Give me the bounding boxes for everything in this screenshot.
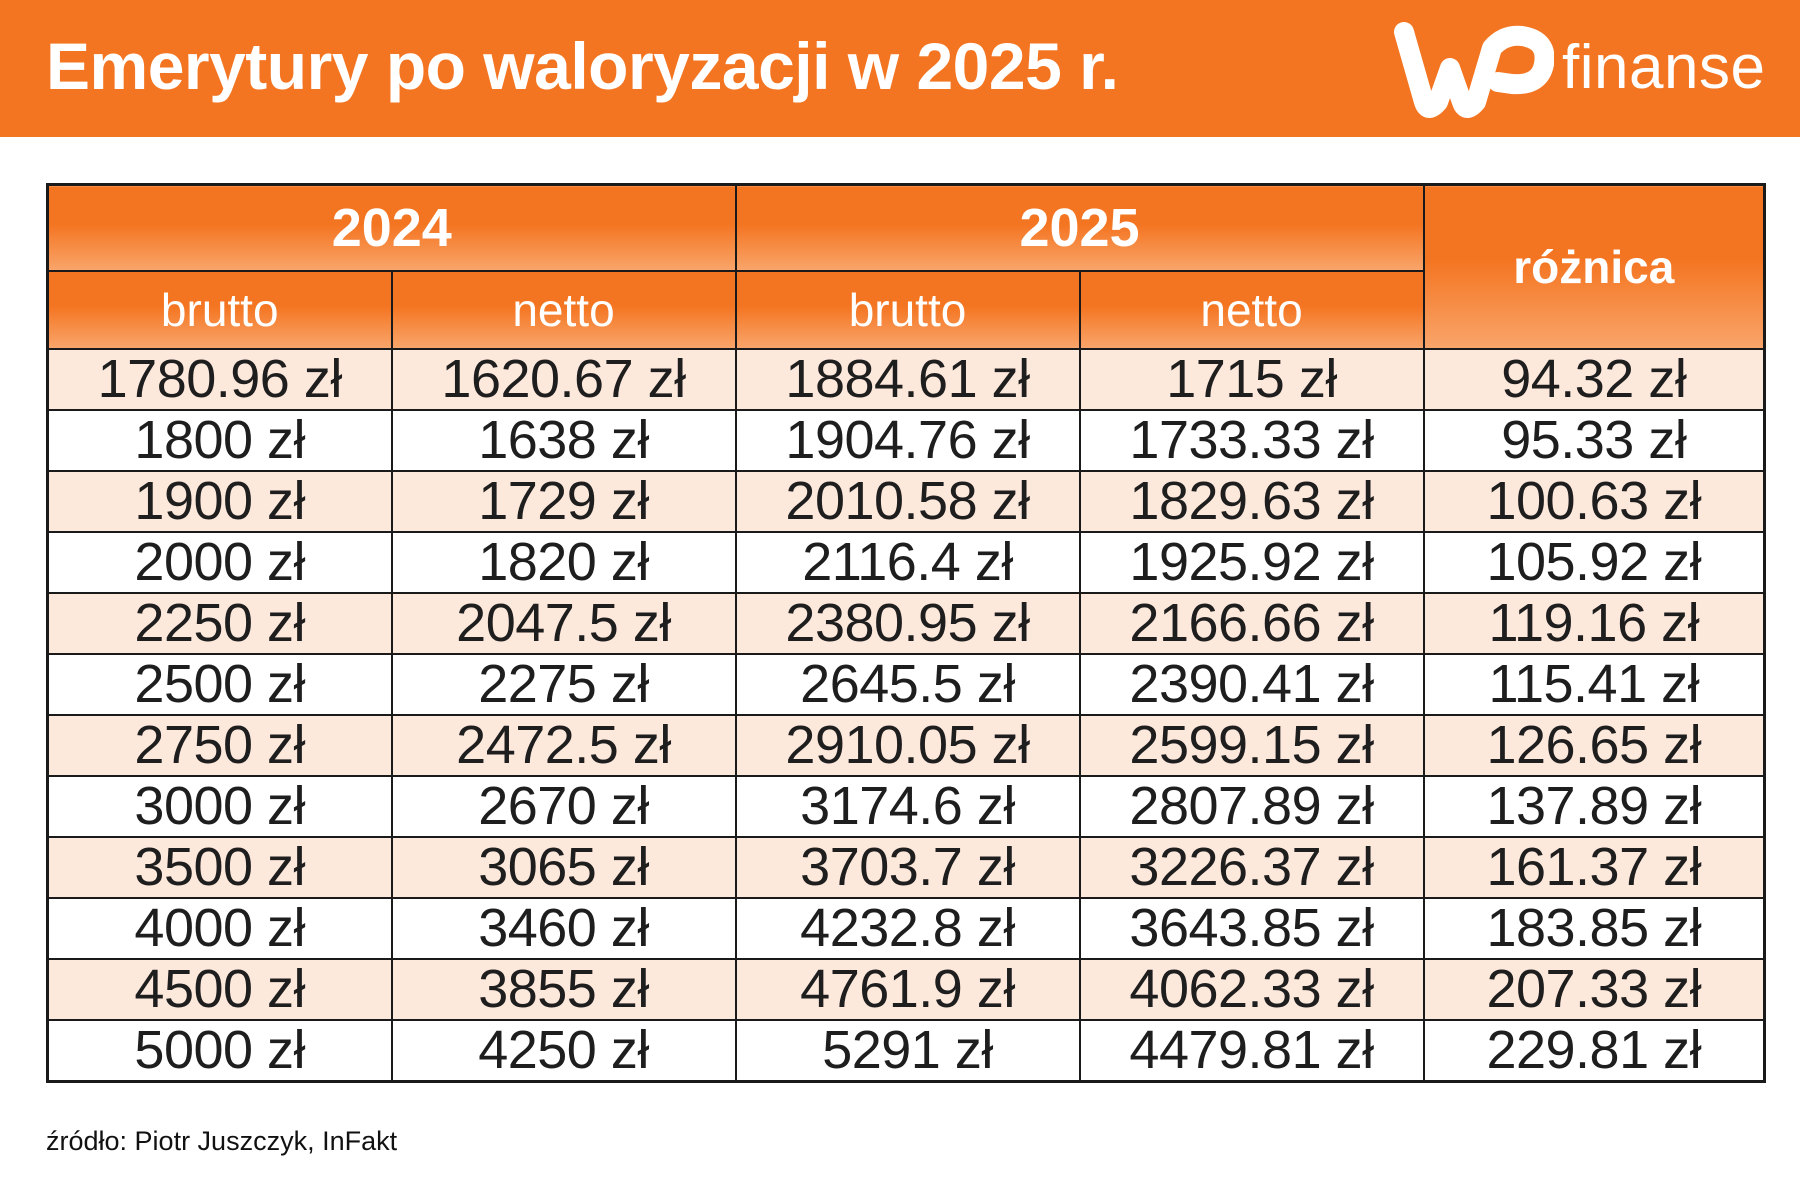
cell-brutto-2025: 2910.05 zł — [734, 714, 1081, 777]
cell-brutto-2024: 5000 zł — [46, 1019, 393, 1083]
pension-table-container: 2024 2025 różnica brutto netto brutto ne… — [46, 183, 1767, 1083]
cell-difference: 126.65 zł — [1422, 714, 1766, 777]
cell-brutto-2025: 1884.61 zł — [734, 348, 1081, 411]
cell-netto-2024: 1638 zł — [390, 409, 737, 472]
cell-netto-2025: 1733.33 zł — [1078, 409, 1425, 472]
table-row: 1780.96 zł 1620.67 zł 1884.61 zł 1715 zł 94.… — [46, 348, 1766, 411]
cell-netto-2025: 4479.81 zł — [1078, 1019, 1425, 1083]
cell-brutto-2024: 4000 zł — [46, 897, 393, 960]
cell-netto-2024: 3065 zł — [390, 836, 737, 899]
cell-netto-2024: 4250 zł — [390, 1019, 737, 1083]
cell-brutto-2024: 3000 zł — [46, 775, 393, 838]
sub-header-row: brutto netto brutto netto — [46, 270, 1765, 350]
source-note: źródło: Piotr Juszczyk, InFakt — [46, 1126, 398, 1156]
table-row: 2750 zł 2472.5 zł 2910.05 zł 2599.15 zł 126.… — [46, 714, 1766, 777]
cell-brutto-2025: 2010.58 zł — [734, 470, 1081, 533]
table-row: 1800 zł 1638 zł 1904.76 zł 1733.33 zł 95.33 … — [46, 409, 1766, 472]
cell-brutto-2024: 1900 zł — [46, 470, 393, 533]
cell-brutto-2025: 4761.9 zł — [734, 958, 1081, 1021]
sub-header-netto-2025: netto — [1078, 270, 1425, 350]
cell-difference: 137.89 zł — [1422, 775, 1766, 838]
table-row: 3500 zł 3065 zł 3703.7 zł 3226.37 zł 161.37 … — [46, 836, 1766, 899]
table-row: 5000 zł 4250 zł 5291 zł 4479.81 zł 229.81 zł — [46, 1019, 1766, 1083]
cell-brutto-2025: 4232.8 zł — [734, 897, 1081, 960]
cell-netto-2024: 2670 zł — [390, 775, 737, 838]
table-row: 3000 zł 2670 zł 3174.6 zł 2807.89 zł 137.89 … — [46, 775, 1766, 838]
cell-netto-2025: 3226.37 zł — [1078, 836, 1425, 899]
table-row: 4500 zł 3855 zł 4761.9 zł 4062.33 zł 207.33 … — [46, 958, 1766, 1021]
cell-brutto-2025: 2380.95 zł — [734, 592, 1081, 655]
cell-difference: 95.33 zł — [1422, 409, 1766, 472]
cell-netto-2025: 2599.15 zł — [1078, 714, 1425, 777]
table-body: 1780.96 zł 1620.67 zł 1884.61 zł 1715 zł 94.… — [46, 348, 1766, 1083]
wp-finanse-logo: finanse — [1394, 20, 1766, 120]
header-banner: Emerytury po waloryzacji w 2025 r. finan… — [0, 0, 1800, 137]
cell-brutto-2024: 1800 zł — [46, 409, 393, 472]
cell-brutto-2024: 2500 zł — [46, 653, 393, 716]
cell-netto-2024: 2472.5 zł — [390, 714, 737, 777]
cell-netto-2024: 2047.5 zł — [390, 592, 737, 655]
cell-netto-2024: 1820 zł — [390, 531, 737, 594]
difference-header: różnica — [1422, 183, 1766, 350]
cell-difference: 161.37 zł — [1422, 836, 1766, 899]
cell-netto-2025: 2390.41 zł — [1078, 653, 1425, 716]
cell-brutto-2025: 2116.4 zł — [734, 531, 1081, 594]
cell-netto-2025: 2166.66 zł — [1078, 592, 1425, 655]
cell-netto-2024: 2275 zł — [390, 653, 737, 716]
table-row: 2000 zł 1820 zł 2116.4 zł 1925.92 zł 105.92 … — [46, 531, 1766, 594]
cell-difference: 100.63 zł — [1422, 470, 1766, 533]
cell-difference: 105.92 zł — [1422, 531, 1766, 594]
year-header-2024: 2024 — [46, 183, 737, 272]
cell-netto-2025: 1829.63 zł — [1078, 470, 1425, 533]
cell-brutto-2025: 1904.76 zł — [734, 409, 1081, 472]
cell-netto-2024: 3460 zł — [390, 897, 737, 960]
cell-brutto-2025: 2645.5 zł — [734, 653, 1081, 716]
cell-netto-2024: 3855 zł — [390, 958, 737, 1021]
cell-difference: 115.41 zł — [1422, 653, 1766, 716]
table-row: 4000 zł 3460 zł 4232.8 zł 3643.85 zł 183.85 … — [46, 897, 1766, 960]
cell-brutto-2024: 2250 zł — [46, 592, 393, 655]
cell-brutto-2025: 3174.6 zł — [734, 775, 1081, 838]
cell-brutto-2024: 2000 zł — [46, 531, 393, 594]
cell-difference: 207.33 zł — [1422, 958, 1766, 1021]
page-title: Emerytury po waloryzacji w 2025 r. — [46, 29, 1119, 103]
cell-netto-2025: 1925.92 zł — [1078, 531, 1425, 594]
cell-brutto-2025: 3703.7 zł — [734, 836, 1081, 899]
wp-logo-icon — [1394, 22, 1554, 118]
table-row: 2500 zł 2275 zł 2645.5 zł 2390.41 zł 115.41 … — [46, 653, 1766, 716]
cell-netto-2025: 1715 zł — [1078, 348, 1425, 411]
logo-text: finanse — [1562, 33, 1766, 102]
cell-difference: 229.81 zł — [1422, 1019, 1766, 1083]
cell-netto-2024: 1620.67 zł — [390, 348, 737, 411]
year-header-row: 2024 2025 różnica — [46, 183, 1766, 350]
cell-netto-2025: 3643.85 zł — [1078, 897, 1425, 960]
table-row: 1900 zł 1729 zł 2010.58 zł 1829.63 zł 100.63… — [46, 470, 1766, 533]
cell-difference: 119.16 zł — [1422, 592, 1766, 655]
cell-brutto-2024: 3500 zł — [46, 836, 393, 899]
sub-header-brutto-2025: brutto — [734, 270, 1081, 350]
pension-table: 2024 2025 różnica brutto netto brutto ne… — [46, 183, 1767, 1083]
cell-difference: 94.32 zł — [1422, 348, 1766, 411]
table-row: 2250 zł 2047.5 zł 2380.95 zł 2166.66 zł 119.… — [46, 592, 1766, 655]
cell-brutto-2025: 5291 zł — [734, 1019, 1081, 1083]
cell-netto-2025: 4062.33 zł — [1078, 958, 1425, 1021]
cell-brutto-2024: 2750 zł — [46, 714, 393, 777]
sub-header-netto-2024: netto — [390, 270, 737, 350]
cell-netto-2025: 2807.89 zł — [1078, 775, 1425, 838]
sub-header-brutto-2024: brutto — [46, 270, 393, 350]
year-header-2025: 2025 — [734, 183, 1425, 272]
cell-difference: 183.85 zł — [1422, 897, 1766, 960]
cell-netto-2024: 1729 zł — [390, 470, 737, 533]
cell-brutto-2024: 1780.96 zł — [46, 348, 393, 411]
cell-brutto-2024: 4500 zł — [46, 958, 393, 1021]
